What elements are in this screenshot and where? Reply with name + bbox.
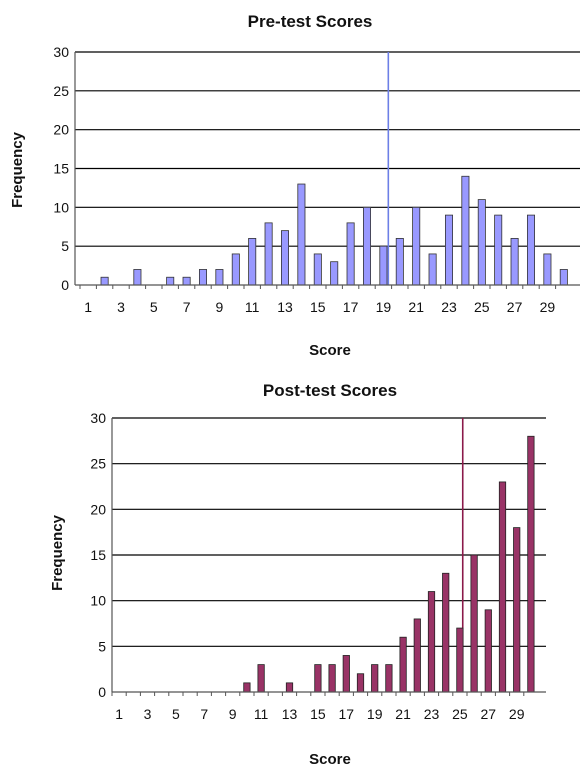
x-tick-label: 29: [509, 706, 525, 722]
bar: [257, 664, 265, 693]
y-tick-label: 25: [53, 83, 69, 99]
y-tick-label: 5: [98, 638, 106, 654]
y-tick-label: 10: [53, 199, 69, 215]
y-tick-label: 10: [90, 593, 106, 609]
bar: [379, 245, 388, 286]
y-tick-label: 30: [53, 44, 69, 60]
bar: [427, 591, 436, 693]
bar: [198, 269, 207, 286]
x-tick-label: 17: [339, 706, 355, 722]
bar: [248, 237, 257, 286]
x-tick-label: 25: [452, 706, 468, 722]
chart-title: Pre-test Scores: [248, 12, 373, 31]
x-tick-label: 15: [310, 299, 326, 315]
x-tick-label: 23: [424, 706, 440, 722]
x-tick-label: 11: [245, 299, 260, 315]
x-tick-label: 17: [343, 299, 359, 315]
x-axis-label: Score: [309, 751, 351, 768]
bar: [456, 627, 464, 693]
bar: [494, 214, 503, 286]
x-tick-label: 3: [144, 706, 152, 722]
bar: [328, 664, 336, 693]
bar: [461, 175, 470, 286]
x-tick-label: 23: [441, 299, 457, 315]
x-tick-label: 5: [172, 706, 180, 722]
bar: [527, 435, 535, 693]
y-tick-label: 5: [61, 238, 69, 254]
bar: [362, 206, 371, 286]
bar: [444, 214, 453, 286]
bar: [330, 261, 339, 286]
bar: [559, 269, 568, 286]
y-tick-label: 0: [61, 277, 69, 293]
bar: [243, 682, 251, 693]
x-tick-label: 21: [395, 706, 411, 722]
x-tick-label: 9: [216, 299, 224, 315]
bar: [513, 527, 521, 693]
bar: [442, 572, 450, 693]
bar: [371, 664, 379, 693]
x-tick-label: 19: [367, 706, 383, 722]
x-tick-label: 5: [150, 299, 158, 315]
bar: [510, 237, 519, 286]
x-tick-label: 9: [229, 706, 237, 722]
bar: [477, 199, 486, 286]
bar: [412, 206, 421, 286]
bar: [356, 673, 365, 693]
y-tick-label: 25: [90, 456, 106, 472]
bar: [264, 222, 273, 286]
bar: [166, 276, 175, 286]
x-tick-label: 1: [115, 706, 123, 722]
bar: [231, 253, 240, 286]
x-axis-label: Score: [309, 342, 351, 359]
bar: [484, 609, 492, 693]
bar: [313, 253, 322, 286]
bar: [395, 237, 404, 286]
bar: [399, 636, 407, 693]
y-tick-label: 0: [98, 684, 106, 700]
x-tick-label: 19: [376, 299, 392, 315]
bar: [133, 269, 142, 286]
bar: [527, 214, 536, 286]
bar: [470, 554, 478, 693]
y-tick-label: 30: [90, 410, 106, 426]
bar: [385, 664, 393, 693]
x-tick-label: 7: [200, 706, 208, 722]
x-tick-label: 11: [254, 706, 269, 722]
x-tick-label: 27: [507, 299, 523, 315]
bar: [100, 276, 109, 286]
bar: [314, 664, 322, 693]
y-tick-label: 20: [90, 501, 106, 517]
x-tick-label: 21: [408, 299, 424, 315]
x-tick-label: 1: [84, 299, 92, 315]
y-tick-label: 15: [90, 547, 106, 563]
x-tick-label: 13: [282, 706, 298, 722]
x-tick-label: 7: [183, 299, 191, 315]
bar: [543, 253, 552, 286]
bar: [280, 230, 289, 286]
x-tick-label: 3: [117, 299, 125, 315]
y-tick-label: 20: [53, 122, 69, 138]
x-tick-label: 25: [474, 299, 490, 315]
chart-title: Post-test Scores: [263, 381, 397, 400]
bar: [342, 655, 350, 693]
bar: [285, 682, 294, 693]
x-tick-label: 27: [481, 706, 497, 722]
x-tick-label: 29: [540, 299, 556, 315]
x-tick-label: 15: [310, 706, 326, 722]
bar: [215, 269, 224, 286]
x-tick-label: 13: [277, 299, 293, 315]
bar: [413, 618, 421, 693]
bar: [182, 276, 191, 286]
bar: [297, 183, 306, 286]
bar: [498, 481, 507, 693]
bar: [346, 222, 355, 286]
y-tick-label: 15: [53, 161, 69, 177]
bar: [428, 253, 437, 286]
y-axis-label: Frequency: [9, 131, 26, 208]
y-axis-label: Frequency: [49, 514, 66, 591]
